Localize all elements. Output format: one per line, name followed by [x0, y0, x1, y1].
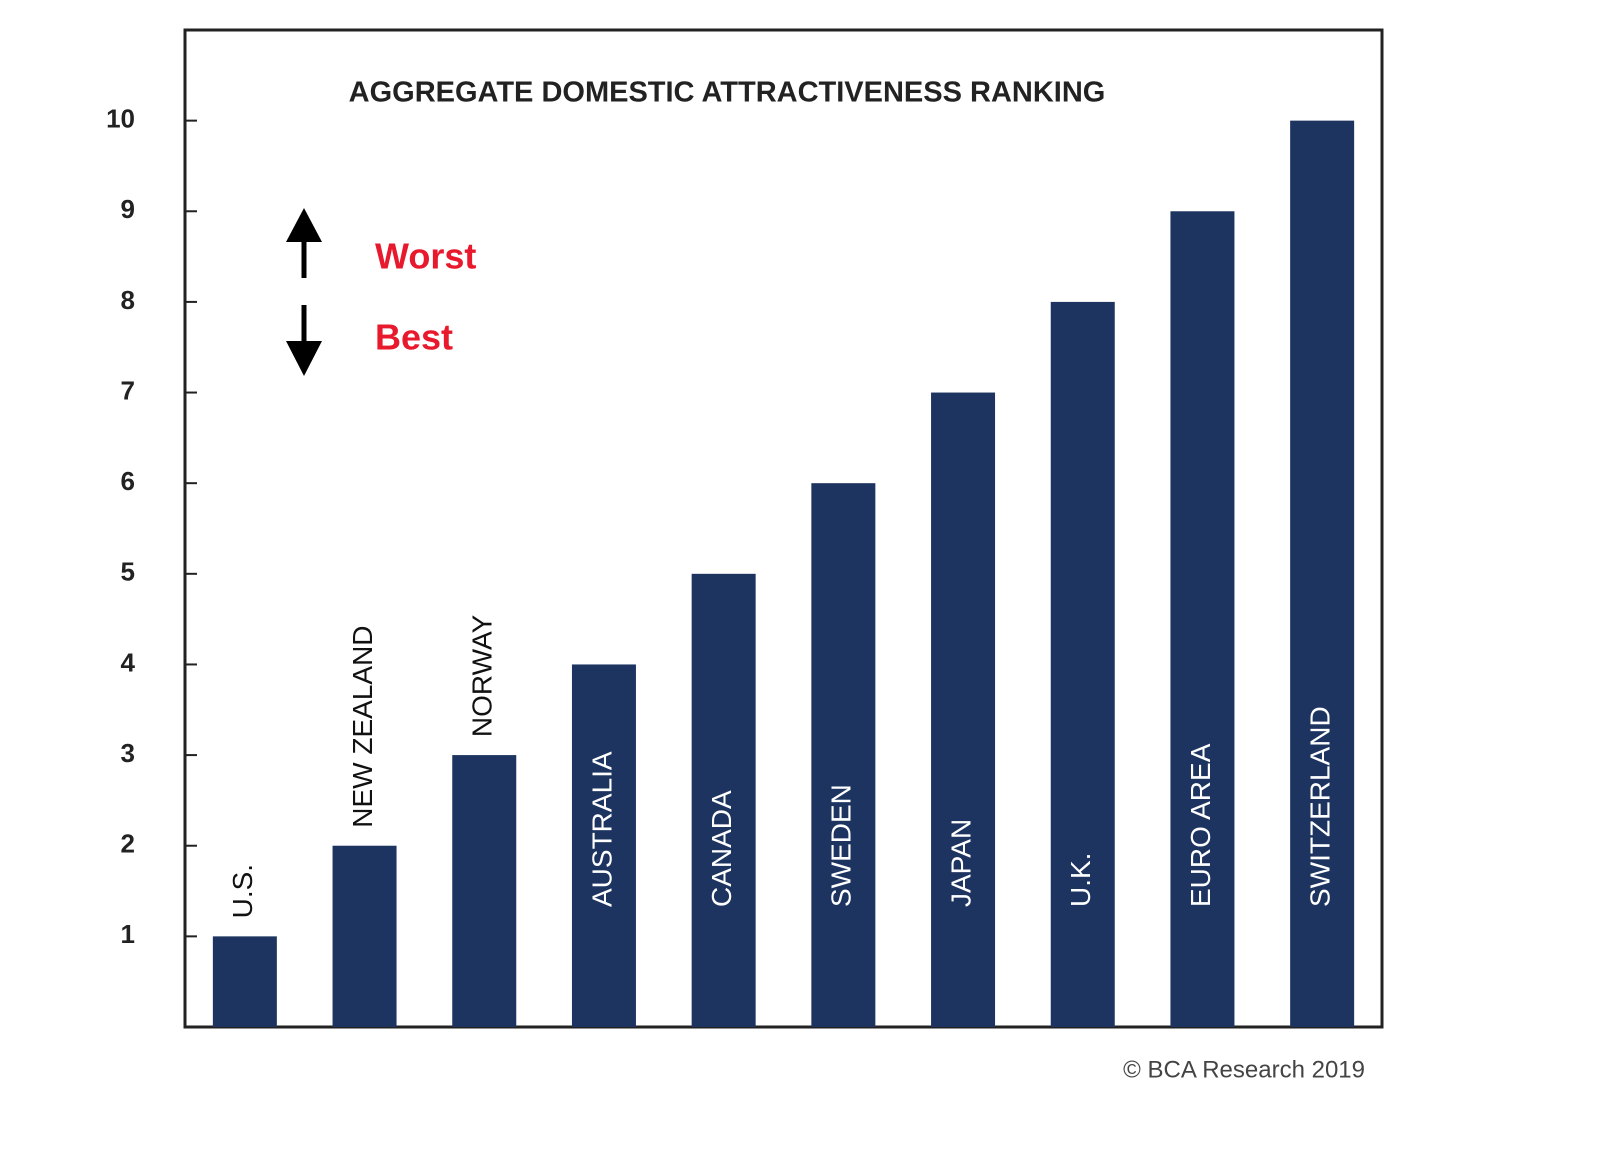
category-label: U.S. — [227, 864, 258, 918]
category-label: AUSTRALIA — [586, 751, 617, 907]
chart-title: AGGREGATE DOMESTIC ATTRACTIVENESS RANKIN… — [349, 77, 1106, 109]
category-label: SWITZERLAND — [1305, 706, 1336, 907]
source: © BCA Research 2019 — [1123, 1056, 1365, 1083]
category-label: NEW ZEALAND — [347, 625, 378, 827]
y-tick-label: 9 — [121, 194, 135, 224]
y-tick-label: 5 — [121, 557, 135, 587]
bar — [212, 936, 277, 1027]
plot-frame — [183, 28, 1384, 1029]
bar — [811, 483, 876, 1027]
bar — [691, 573, 756, 1027]
arrow-up — [286, 208, 322, 278]
arrow-down — [286, 305, 322, 376]
y-tick-label: 3 — [121, 738, 135, 768]
bar — [1050, 301, 1115, 1028]
annotation: Best — [375, 317, 453, 358]
bar — [1170, 211, 1235, 1028]
y-tick-label: 1 — [121, 919, 135, 949]
y-tick-label: 7 — [121, 375, 135, 405]
y-tick-label: 4 — [121, 647, 136, 677]
category-label: JAPAN — [945, 819, 976, 907]
annotation: Worst — [375, 236, 476, 277]
y-tick-label: 6 — [121, 466, 135, 496]
category-label: EURO AREA — [1185, 743, 1216, 907]
bar — [931, 392, 996, 1028]
bar — [1290, 120, 1355, 1028]
category-label: CANADA — [706, 790, 737, 907]
bar — [332, 845, 397, 1027]
y-tick-label: 2 — [121, 829, 135, 859]
y-tick-label: 10 — [106, 104, 135, 134]
category-label: NORWAY — [467, 614, 498, 737]
category-label: SWEDEN — [826, 784, 857, 907]
bar — [452, 755, 517, 1027]
y-tick-label: 8 — [121, 285, 135, 315]
bar — [571, 664, 636, 1027]
category-label: U.K. — [1065, 853, 1096, 907]
